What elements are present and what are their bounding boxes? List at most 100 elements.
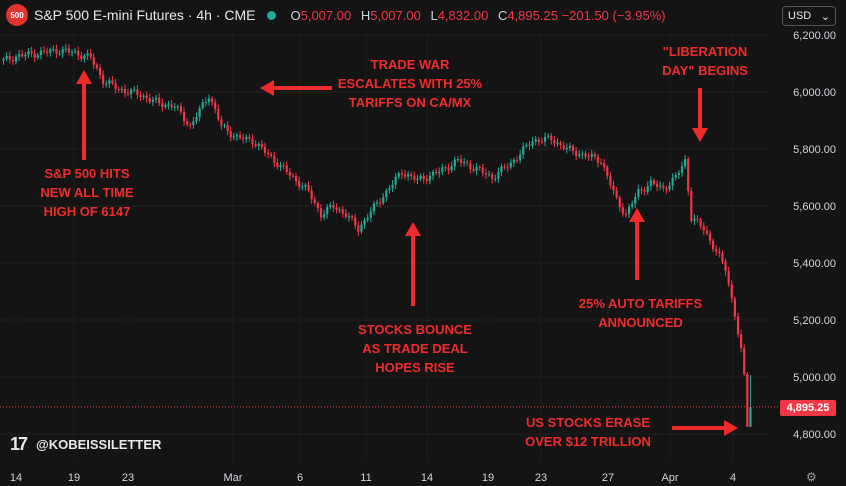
candle-body bbox=[151, 99, 155, 102]
arrow-liberation bbox=[692, 88, 708, 142]
candle-body bbox=[130, 89, 133, 95]
candle-body bbox=[702, 226, 705, 231]
ohlc-close-value: 4,895.25 −201.50 (−3.95%) bbox=[507, 7, 666, 23]
chart-header: 500 S&P 500 E-mini Futures · 4h · CME O5… bbox=[0, 0, 672, 30]
arrow-tradewar bbox=[260, 80, 332, 96]
ohlc-open-label: O bbox=[290, 7, 301, 23]
x-tick-label: 6 bbox=[297, 472, 303, 484]
candle-body bbox=[245, 136, 248, 140]
candle-body bbox=[105, 83, 108, 85]
candle-body bbox=[133, 89, 136, 91]
candle-body bbox=[338, 209, 341, 211]
settings-gear-icon[interactable]: ⚙ bbox=[806, 470, 817, 484]
candle-body bbox=[179, 106, 183, 113]
candle-body bbox=[631, 203, 634, 207]
candle-body bbox=[491, 174, 494, 179]
candle-body bbox=[615, 190, 618, 198]
candle-body bbox=[587, 156, 590, 158]
candle-body bbox=[52, 49, 55, 51]
grid bbox=[0, 32, 770, 462]
candle-body bbox=[736, 316, 740, 335]
candle-body bbox=[120, 89, 123, 91]
annotation-auto: 25% AUTO TARIFFS ANNOUNCED bbox=[578, 296, 703, 330]
symbol-title[interactable]: S&P 500 E-mini Futures · 4h · CME bbox=[34, 7, 256, 23]
candle-body bbox=[366, 218, 369, 220]
candle-body bbox=[176, 106, 179, 108]
candle-body bbox=[503, 166, 506, 168]
candle-body bbox=[49, 49, 52, 53]
candle-body bbox=[310, 190, 313, 200]
candle-body bbox=[515, 159, 519, 161]
candle-body bbox=[198, 108, 201, 118]
arrow-auto bbox=[629, 208, 645, 280]
annotation-erase: US STOCKS ERASE OVER $12 TRILLION bbox=[525, 415, 651, 449]
candle-body bbox=[684, 159, 687, 167]
y-tick-label: 5,600.00 bbox=[793, 201, 836, 213]
candle-body bbox=[746, 373, 749, 427]
annotation-arrows bbox=[76, 70, 738, 436]
candle-body bbox=[145, 95, 148, 99]
candle-body bbox=[30, 51, 33, 54]
candle-body bbox=[634, 197, 637, 204]
chevron-down-icon: ⌄ bbox=[820, 10, 830, 23]
x-tick-label: 23 bbox=[122, 472, 134, 484]
candle-body bbox=[428, 175, 431, 181]
y-axis: 4,800.00 5,000.00 5,200.00 5,400.00 5,600.00… bbox=[793, 30, 836, 441]
candle-body bbox=[347, 216, 351, 218]
candle-body bbox=[307, 184, 310, 191]
candle-body bbox=[335, 207, 338, 210]
candle-body bbox=[58, 53, 61, 55]
candle-body bbox=[637, 189, 640, 198]
candle-body bbox=[291, 175, 295, 177]
candle-body bbox=[590, 154, 593, 157]
x-tick-label: 4 bbox=[730, 472, 736, 484]
symbol-badge[interactable]: 500 bbox=[6, 4, 28, 26]
x-tick-label: 14 bbox=[10, 472, 22, 484]
candle-body bbox=[182, 112, 186, 122]
candle-body bbox=[599, 162, 603, 164]
candle-body bbox=[565, 147, 568, 150]
candle-body bbox=[67, 48, 70, 53]
candle-body bbox=[687, 159, 690, 191]
candle-body bbox=[500, 166, 503, 173]
candle-body bbox=[556, 142, 559, 144]
x-tick-label: Apr bbox=[661, 472, 678, 484]
candle-body bbox=[450, 166, 453, 171]
candle-body bbox=[74, 50, 77, 52]
candle-body bbox=[369, 211, 372, 219]
candle-body bbox=[712, 240, 715, 250]
arrow-erase bbox=[672, 420, 738, 436]
candle-body bbox=[506, 167, 509, 169]
candle-body bbox=[39, 50, 42, 56]
candle-body bbox=[24, 54, 27, 57]
candle-body bbox=[596, 156, 600, 163]
candle-body bbox=[238, 135, 242, 138]
currency-select[interactable]: USD ⌄ bbox=[782, 6, 836, 26]
candle-body bbox=[344, 213, 347, 218]
candle-body bbox=[80, 55, 83, 59]
candle-body bbox=[400, 173, 403, 175]
candle-body bbox=[326, 206, 329, 215]
candle-body bbox=[136, 89, 139, 96]
y-tick-label: 6,200.00 bbox=[793, 30, 836, 42]
candle-body bbox=[674, 174, 677, 178]
candle-body bbox=[351, 216, 354, 218]
candle-body bbox=[304, 184, 307, 187]
candle-body bbox=[743, 347, 746, 374]
candle-body bbox=[662, 185, 665, 189]
candle-body bbox=[70, 51, 74, 53]
y-tick-label: 5,800.00 bbox=[793, 144, 836, 156]
candle-body bbox=[627, 206, 631, 214]
candle-body bbox=[484, 172, 488, 175]
candle-body bbox=[562, 145, 565, 150]
y-tick-label: 5,200.00 bbox=[793, 315, 836, 327]
ohlc-high-label: H bbox=[360, 7, 371, 23]
candle-body bbox=[431, 171, 435, 176]
candle-body bbox=[21, 54, 24, 57]
candle-body bbox=[581, 153, 584, 155]
candle-body bbox=[323, 214, 326, 218]
candle-body bbox=[173, 106, 176, 108]
ohlc-readout: O5,007.00 H5,007.00 L4,832.00 C4,895.25 … bbox=[290, 8, 671, 23]
candle-body bbox=[534, 139, 537, 142]
